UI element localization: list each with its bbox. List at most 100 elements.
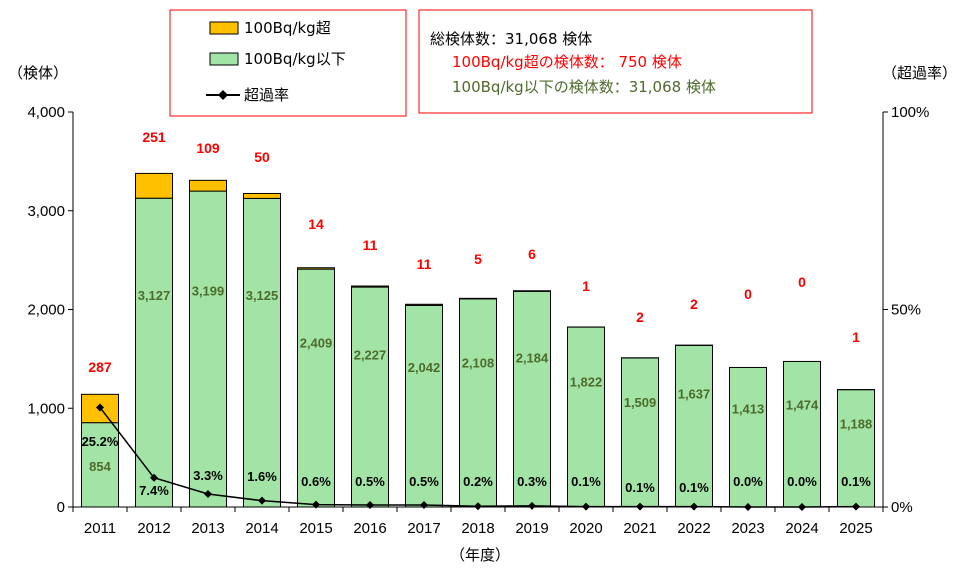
over-count-label: 14	[308, 216, 324, 232]
rate-marker	[258, 496, 266, 505]
rate-marker	[852, 502, 860, 511]
under-count-label: 2,227	[354, 348, 387, 363]
x-tick-label: 2015	[299, 520, 332, 537]
x-tick-label: 2011	[84, 520, 116, 537]
legend-label-rate: 超過率	[244, 86, 289, 104]
bar-over-100	[243, 192, 281, 199]
rate-marker	[150, 473, 158, 482]
y-left-tick-label: 3,000	[27, 203, 65, 220]
bar-under-100	[675, 344, 713, 508]
y-left-tick-label: 0	[57, 499, 65, 516]
rate-marker	[528, 501, 536, 510]
bar-under-100	[837, 389, 875, 508]
over-count-label: 287	[88, 359, 112, 375]
bar-under-100	[783, 360, 821, 508]
over-count-label: 11	[417, 256, 432, 272]
rate-marker	[744, 503, 752, 511]
x-tick-label: 2024	[785, 520, 818, 537]
rate-label: 3.3%	[193, 468, 223, 483]
summary-frame	[418, 9, 813, 114]
legend-label-under: 100Bq/kg以下	[244, 50, 346, 68]
x-tick-label: 2021	[623, 520, 656, 537]
bar-under-100	[729, 366, 767, 508]
bar-over-100	[135, 172, 173, 199]
bar-over-100	[297, 267, 335, 270]
rate-marker	[798, 503, 806, 511]
x-axis-title: （年度）	[450, 546, 510, 564]
x-tick-label: 2018	[461, 520, 494, 537]
bar-under-100	[405, 304, 443, 508]
summary-under: 100Bq/kg以下の検体数：31,068 検体	[452, 78, 716, 96]
y-left-axis-title: （検体）	[8, 64, 68, 82]
bar-over-100	[189, 179, 227, 192]
y-right-axis-title: （超過率）	[882, 64, 957, 82]
rate-label: 0.1%	[571, 474, 601, 489]
rate-marker	[312, 500, 320, 509]
x-tick-label: 2025	[839, 520, 872, 537]
x-tick-label: 2017	[407, 520, 440, 537]
rate-marker	[636, 502, 644, 511]
legend-swatch-under	[209, 52, 239, 66]
rate-label: 0.3%	[517, 474, 547, 489]
summary-total: 総検体数：31,068 検体	[430, 30, 592, 48]
summary-over: 100Bq/kg超の検体数： 750 検体	[452, 53, 682, 71]
over-count-label: 0	[798, 274, 806, 290]
under-count-label: 3,125	[246, 288, 279, 303]
rate-label: 1.6%	[247, 469, 277, 484]
rate-label: 0.0%	[787, 474, 817, 489]
rate-marker	[96, 403, 104, 412]
bar-under-100	[351, 286, 389, 508]
bar-under-100	[135, 197, 173, 508]
bar-under-100	[189, 190, 227, 508]
legend-swatch-over	[209, 21, 239, 35]
rate-marker	[366, 501, 374, 510]
under-count-label: 1,188	[840, 416, 873, 431]
rate-label: 0.1%	[625, 480, 655, 495]
y-right-tick-label: 0%	[891, 499, 913, 516]
over-count-label: 6	[528, 246, 536, 262]
legend: 100Bq/kg超 100Bq/kg以下 超過率	[169, 9, 407, 117]
rate-label: 0.1%	[841, 474, 871, 489]
over-count-label: 251	[142, 129, 166, 145]
bar-over-100	[405, 303, 443, 306]
bar-under-100	[297, 268, 335, 508]
rate-label: 0.5%	[355, 474, 385, 489]
bar-under-100	[459, 298, 497, 508]
rate-label: 25.2%	[82, 434, 119, 449]
under-count-label: 2,184	[516, 351, 549, 366]
under-count-label: 1,413	[732, 402, 765, 417]
over-count-label: 50	[254, 149, 270, 165]
x-tick-label: 2014	[245, 520, 278, 537]
y-left-tick-label: 2,000	[27, 302, 65, 319]
data-labels: 28785425.2%2513,1277.4%1093,1993.3%503,1…	[82, 129, 873, 498]
under-count-label: 1,509	[624, 395, 657, 410]
legend-marker-rate	[218, 90, 228, 100]
legend-frame	[169, 9, 407, 117]
rate-line	[96, 403, 860, 511]
y-left-tick-label: 1,000	[27, 400, 65, 417]
rate-marker	[690, 502, 698, 511]
under-count-label: 1,474	[786, 397, 819, 412]
x-tick-label: 2016	[353, 520, 386, 537]
rate-marker	[582, 502, 590, 511]
rate-label: 0.6%	[301, 474, 331, 489]
under-count-label: 2,042	[408, 360, 441, 375]
under-count-label: 854	[89, 459, 111, 474]
bar-under-100	[513, 290, 551, 508]
over-count-label: 2	[690, 296, 698, 312]
bar-over-100	[513, 290, 551, 292]
y-right-tick-label: 50%	[891, 302, 921, 319]
rate-label: 7.4%	[139, 483, 169, 498]
bar-under-100	[567, 326, 605, 508]
over-count-label: 0	[744, 286, 752, 302]
rate-marker	[420, 501, 428, 510]
y-right-tick-label: 100%	[891, 104, 929, 121]
rate-label: 0.2%	[463, 474, 493, 489]
over-count-label: 5	[474, 251, 482, 267]
x-tick-label: 2022	[677, 520, 710, 537]
x-tick-label: 2023	[731, 520, 764, 537]
bar-under-100	[243, 197, 281, 508]
bar-under-100	[81, 422, 119, 508]
